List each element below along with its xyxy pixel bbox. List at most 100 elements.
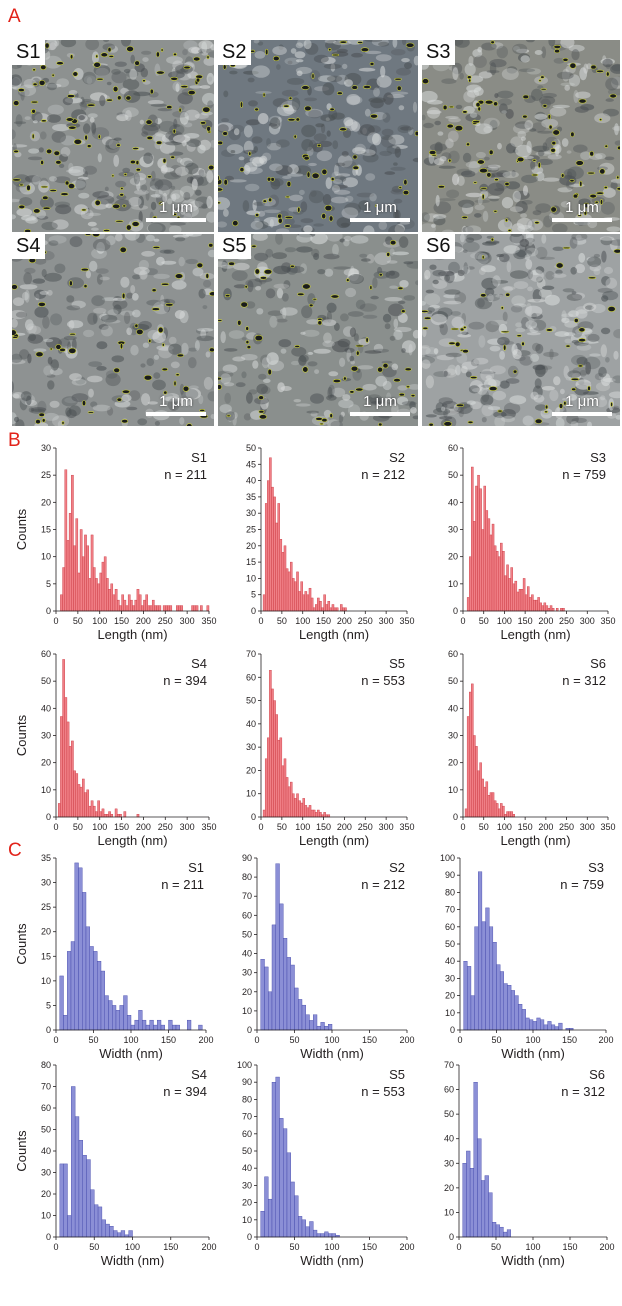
- y-tick-label: 25: [41, 902, 51, 912]
- histogram-bar: [60, 716, 62, 817]
- n-label: n = 394: [163, 673, 207, 688]
- histogram-bar: [328, 601, 330, 611]
- histogram-bar: [269, 458, 271, 611]
- histogram-bar: [271, 689, 273, 817]
- y-tick-label: 50: [448, 470, 458, 480]
- histogram-bar: [500, 972, 504, 1030]
- histogram-bar: [485, 1176, 489, 1237]
- histogram-bar: [500, 803, 502, 817]
- y-tick-label: 60: [448, 443, 458, 453]
- y-tick-label: 45: [246, 459, 256, 469]
- histogram-bar: [95, 578, 97, 611]
- y-tick-label: 40: [246, 476, 256, 486]
- histogram-bar: [121, 1231, 125, 1237]
- histogram-bar: [110, 1226, 114, 1237]
- histogram-bar: [507, 985, 511, 1030]
- histogram-bar: [313, 608, 315, 611]
- histogram-bar: [296, 794, 298, 817]
- n-label: n = 312: [562, 673, 606, 688]
- y-tick-label: 25: [246, 525, 256, 535]
- histogram-bar: [537, 1018, 541, 1030]
- x-tick-label: 200: [198, 1035, 213, 1045]
- histogram-bar: [89, 806, 91, 817]
- x-tick-label: 200: [538, 822, 553, 832]
- histogram-bar: [544, 1025, 548, 1030]
- histogram-bar: [467, 716, 469, 817]
- histogram-bar: [268, 992, 272, 1030]
- histogram-bar: [265, 967, 269, 1030]
- histogram-bar: [302, 1220, 306, 1237]
- histogram-bar: [112, 1005, 116, 1030]
- n-label: n = 312: [561, 1084, 605, 1099]
- histogram-bar: [482, 779, 484, 817]
- histogram-bar: [137, 814, 139, 817]
- histogram-bar: [295, 1196, 299, 1237]
- histogram-bar: [562, 608, 564, 611]
- y-tick-label: 80: [445, 887, 455, 897]
- histogram-bar: [115, 589, 117, 611]
- x-tick-label: 150: [562, 1035, 577, 1045]
- histogram-bar: [321, 608, 323, 611]
- y-tick-label: 5: [46, 579, 51, 589]
- histogram-bar: [119, 606, 121, 611]
- histogram-bar: [274, 701, 276, 817]
- n-label: n = 759: [562, 467, 606, 482]
- y-axis-label: Counts: [14, 923, 29, 965]
- histogram-bar: [176, 1025, 180, 1030]
- y-tick-label: 10: [41, 552, 51, 562]
- histogram-bar: [98, 801, 100, 817]
- histogram-bar: [267, 481, 269, 611]
- histogram-bar: [504, 814, 506, 817]
- y-tick-label: 0: [450, 1025, 455, 1035]
- histogram-bar: [91, 801, 93, 817]
- histogram-bar: [522, 1009, 526, 1030]
- histogram-bar: [113, 595, 115, 611]
- x-tick-label: 250: [559, 822, 574, 832]
- y-tick-label: 15: [246, 557, 256, 567]
- histogram-bar: [303, 595, 305, 611]
- histogram-bar: [555, 1027, 559, 1030]
- histogram-bar: [467, 966, 471, 1030]
- histogram-bar: [540, 603, 542, 611]
- histogram-bar: [181, 606, 183, 611]
- x-tick-label: 0: [460, 616, 465, 626]
- histogram-bar: [90, 946, 94, 1030]
- histogram-bar: [324, 595, 326, 611]
- histogram-bar: [89, 578, 91, 611]
- histogram-bar: [502, 551, 504, 611]
- histogram-bar: [531, 595, 533, 611]
- histogram-bar: [84, 535, 86, 611]
- x-axis-label: Width (nm): [300, 1046, 364, 1061]
- x-tick-label: 200: [337, 822, 352, 832]
- histogram-bar: [332, 1234, 336, 1237]
- histogram-bar: [263, 810, 265, 817]
- histogram-bar: [60, 1164, 64, 1237]
- histogram-bar: [97, 961, 101, 1030]
- x-axis-label: Length (nm): [299, 627, 369, 642]
- histogram-c-s1: 051015202530350 50 100 150 200Width (nm)Coun…: [14, 853, 214, 1061]
- y-tick-label: 100: [237, 1060, 252, 1070]
- histogram-bar: [60, 595, 62, 611]
- histogram-bar: [513, 584, 515, 611]
- n-label: n = 212: [361, 467, 405, 482]
- histogram-c-s3: 01020304050607080901000 50 100 150 200Width …: [440, 853, 614, 1061]
- histogram-bar: [478, 771, 480, 817]
- histogram-bar: [469, 692, 471, 817]
- y-tick-label: 50: [242, 929, 252, 939]
- x-tick-label: 150: [163, 1242, 178, 1252]
- y-tick-label: 5: [46, 1000, 51, 1010]
- histogram-bar: [71, 741, 73, 817]
- histogram-bar: [315, 604, 317, 611]
- histogram-bar: [284, 546, 286, 611]
- histogram-bar: [478, 1139, 482, 1237]
- y-tick-label: 35: [41, 853, 51, 863]
- histogram-bar: [98, 584, 100, 611]
- histogram-bar: [482, 922, 486, 1030]
- histogram-bar: [305, 591, 307, 611]
- histogram-bar: [288, 572, 290, 611]
- x-tick-label: 150: [518, 616, 533, 626]
- histogram-bar: [98, 1207, 102, 1237]
- y-tick-label: 70: [242, 891, 252, 901]
- histogram-bar: [475, 927, 479, 1030]
- histogram-bar: [276, 1077, 280, 1237]
